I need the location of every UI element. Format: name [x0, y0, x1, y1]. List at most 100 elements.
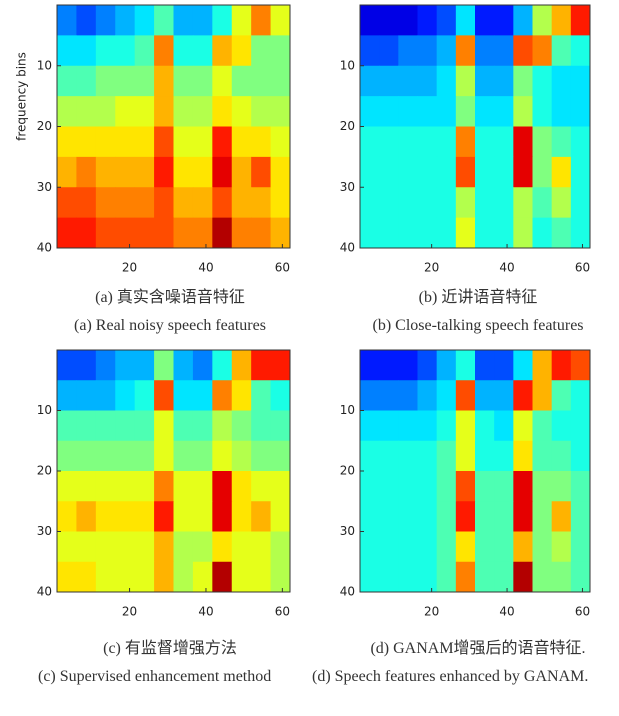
heatmap-cell [231, 217, 252, 249]
heatmap-cell [270, 501, 291, 532]
heatmap-cell [551, 187, 572, 219]
heatmap-cell [95, 156, 116, 188]
y-tick-label: 40 [37, 241, 52, 255]
heatmap-cell [398, 471, 418, 502]
heatmap-cell [532, 440, 553, 472]
heatmap-cell [115, 410, 136, 442]
heatmap-cell [251, 156, 272, 188]
heatmap-cell [270, 561, 291, 593]
heatmap-cell [251, 410, 272, 442]
heatmap-cell [192, 217, 213, 249]
heatmap-cell [360, 217, 380, 249]
heatmap-cell [192, 561, 213, 593]
caption-zh: (c) 有监督增强方法 [103, 640, 237, 657]
heatmap-cell [417, 65, 438, 97]
y-tick-label: 20 [340, 464, 355, 478]
heatmap-cell [251, 531, 272, 563]
x-tick-label: 40 [499, 605, 514, 619]
heatmap-cell [570, 126, 591, 158]
y-tick-label: 40 [340, 241, 355, 255]
heatmap-cell [417, 156, 438, 188]
x-tick-label: 60 [275, 605, 290, 619]
heatmap-cell [115, 471, 136, 502]
heatmap-cell [57, 501, 77, 532]
heatmap-cell [231, 440, 252, 472]
heatmap-cell [436, 96, 457, 127]
heatmap-cell [417, 380, 438, 411]
heatmap-cell [570, 440, 591, 472]
heatmap-cell [270, 380, 291, 411]
heatmap-cell [513, 440, 533, 472]
heatmap-cell [57, 471, 77, 502]
heatmap-cell [532, 561, 553, 593]
heatmap-cell [270, 410, 291, 442]
heatmap-cell [212, 35, 233, 67]
heatmap-cell [570, 217, 591, 249]
heatmap-cell [360, 156, 380, 188]
heatmap-cell [76, 96, 97, 127]
heatmap-cell [270, 217, 291, 249]
heatmap-cell [494, 65, 514, 97]
heatmap-cell [398, 410, 418, 442]
heatmap-cell [417, 5, 438, 36]
heatmap-cell [134, 126, 155, 158]
heatmap-cell [494, 471, 514, 502]
heatmap-cell [494, 5, 514, 36]
y-tick-label: 40 [340, 585, 355, 599]
heatmap-cell [398, 350, 418, 381]
heatmap-cell [231, 380, 252, 411]
heatmap-cell [513, 65, 533, 97]
heatmap-cell [134, 440, 155, 472]
heatmap-cell [231, 561, 252, 593]
x-tick-label: 40 [198, 261, 213, 275]
heatmap-cell [134, 96, 155, 127]
heatmap-cell [134, 561, 155, 593]
heatmap-cell [475, 471, 495, 502]
heatmap-cell [513, 96, 533, 127]
heatmap-cell [154, 471, 174, 502]
heatmap-cell [455, 350, 476, 381]
heatmap-cell [192, 126, 213, 158]
heatmap-cell [417, 187, 438, 219]
y-tick-label: 30 [37, 180, 52, 194]
x-tick-label: 60 [575, 261, 590, 275]
heatmap-cell [417, 217, 438, 249]
heatmap-cell [494, 531, 514, 563]
heatmap-cell [532, 350, 553, 381]
heatmap-cell [95, 410, 116, 442]
heatmap-cell [251, 35, 272, 67]
heatmap-cell [212, 217, 233, 249]
heatmap-cell [57, 561, 77, 593]
heatmap-cell [494, 501, 514, 532]
heatmap-cell [379, 156, 399, 188]
heatmap-cell [570, 410, 591, 442]
heatmap-cell [551, 65, 572, 97]
heatmap-cell [231, 156, 252, 188]
heatmap-cell [455, 126, 476, 158]
heatmap-cell [379, 35, 399, 67]
heatmap-cell [417, 126, 438, 158]
heatmap-cell [173, 501, 194, 532]
heatmap-cell [173, 187, 194, 219]
heatmap-cell [76, 561, 97, 593]
heatmap-cell [192, 187, 213, 219]
heatmap-cell [134, 65, 155, 97]
heatmap-cell [475, 531, 495, 563]
heatmap-cell [398, 65, 418, 97]
heatmap-cell [455, 440, 476, 472]
heatmap-cell [231, 5, 252, 36]
heatmap-cell [532, 96, 553, 127]
heatmap-cell [513, 380, 533, 411]
heatmap-cell [134, 156, 155, 188]
heatmap-cell [115, 5, 136, 36]
heatmap-cell [436, 501, 457, 532]
heatmap-cell [173, 471, 194, 502]
caption-zh: (a) 真实含噪语音特征 [95, 289, 245, 306]
heatmap-cell [76, 126, 97, 158]
x-tick-label: 60 [275, 261, 290, 275]
heatmap-cell [494, 35, 514, 67]
heatmap-cell [231, 410, 252, 442]
heatmap-cell [76, 187, 97, 219]
heatmap-cell [134, 187, 155, 219]
caption-en: (b) Close-talking speech features [372, 317, 584, 334]
